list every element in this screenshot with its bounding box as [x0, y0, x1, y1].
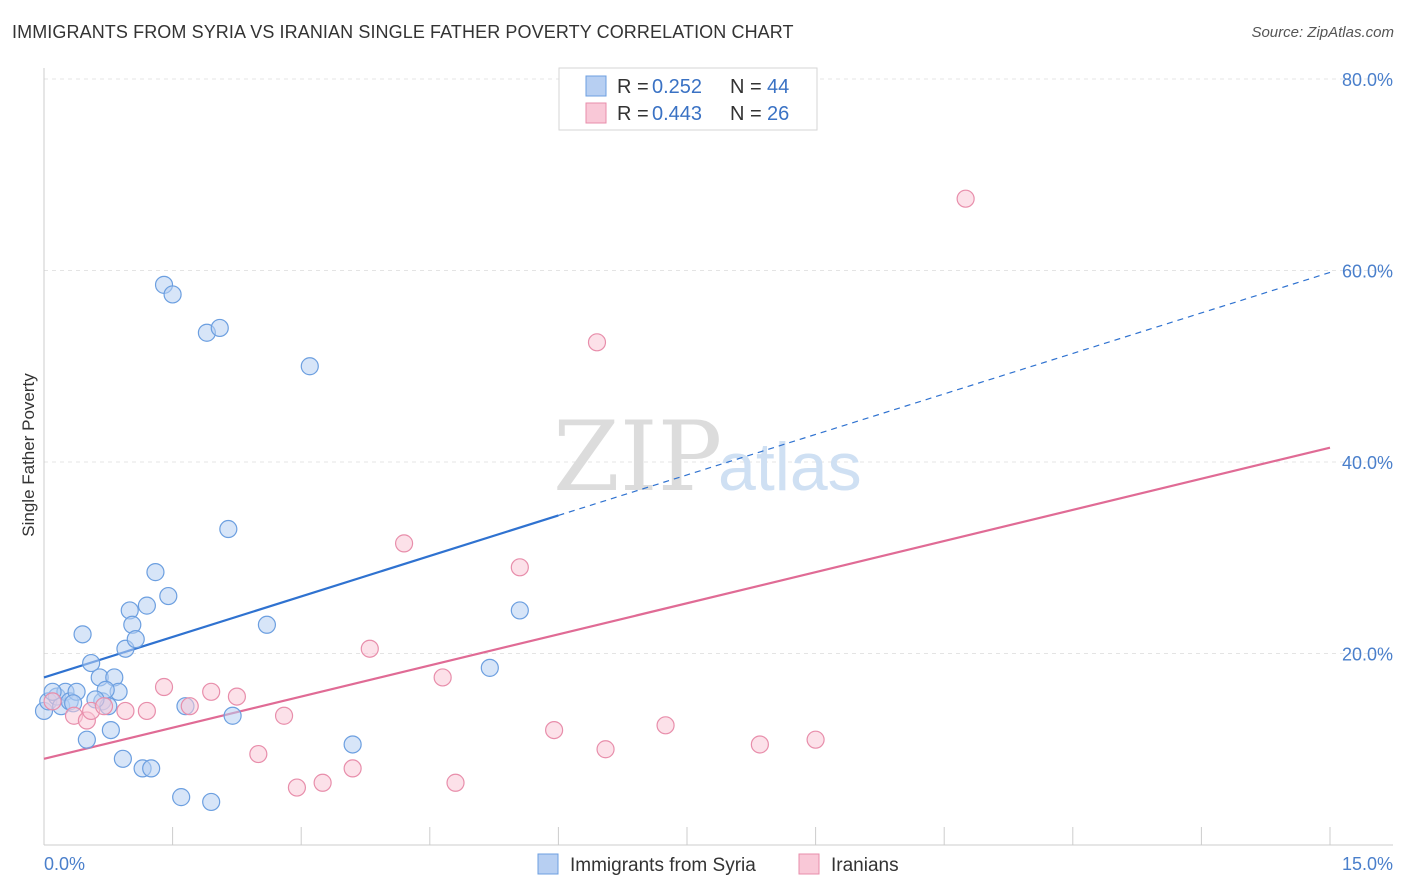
- legend-r-value-syria: 0.252: [652, 76, 702, 98]
- point-iranians: [137, 701, 156, 721]
- source-label: Source: ZipAtlas.com: [1251, 24, 1394, 41]
- point-iranians: [274, 706, 294, 725]
- y-tick-label: 20.0%: [1342, 645, 1393, 665]
- point-syria: [126, 630, 145, 649]
- point-syria: [146, 563, 165, 582]
- point-iranians: [446, 773, 465, 792]
- point-syria: [113, 749, 132, 768]
- y-tick-label: 80.0%: [1342, 70, 1393, 90]
- legend-r-label-iranians: R =: [617, 103, 649, 125]
- point-syria: [219, 519, 238, 539]
- y-tick-label: 60.0%: [1342, 262, 1393, 282]
- legend-r-label-syria: R =: [617, 76, 649, 98]
- point-syria: [510, 601, 529, 620]
- point-iranians: [43, 692, 62, 711]
- x-tick-min: 0.0%: [44, 854, 85, 874]
- point-iranians: [587, 333, 607, 352]
- point-iranians: [510, 558, 529, 577]
- point-iranians: [596, 740, 615, 759]
- legend-n-value-iranians: 26: [767, 103, 789, 125]
- trend-line-iranians: [43, 446, 1331, 760]
- legend-swatch-syria: [585, 75, 607, 97]
- watermark-atlas: atlas: [718, 429, 862, 505]
- point-syria: [343, 735, 362, 754]
- watermark-zip: ZIP: [553, 401, 722, 513]
- point-iranians: [180, 697, 199, 716]
- point-syria: [137, 596, 156, 615]
- trend-line-syria-extension: [558, 271, 1331, 517]
- point-syria: [73, 625, 92, 644]
- point-iranians: [116, 701, 135, 721]
- bottom-legend-swatch-syria: [537, 853, 559, 875]
- point-syria: [172, 788, 191, 807]
- point-iranians: [202, 682, 221, 701]
- legend-n-label-iranians: N =: [730, 103, 762, 125]
- point-syria: [159, 586, 178, 606]
- series-iranians: [43, 189, 975, 797]
- point-iranians: [394, 534, 414, 553]
- point-syria: [257, 615, 277, 634]
- point-iranians: [343, 759, 362, 778]
- y-axis-title: Single Father Poverty: [19, 373, 38, 537]
- y-tick-label: 40.0%: [1342, 453, 1393, 473]
- point-iranians: [154, 677, 174, 697]
- trend-lines: [43, 271, 1331, 760]
- point-iranians: [545, 720, 564, 740]
- point-syria: [163, 285, 182, 304]
- point-iranians: [956, 189, 975, 208]
- point-iranians: [806, 730, 825, 749]
- point-iranians: [313, 773, 332, 792]
- grid: [44, 78, 1393, 654]
- watermark: ZIP atlas: [553, 401, 862, 513]
- point-iranians: [750, 735, 769, 754]
- x-tick-max: 15.0%: [1342, 854, 1393, 874]
- legend-n-label-syria: N =: [730, 76, 762, 98]
- point-iranians: [360, 639, 379, 658]
- legend: R = 0.252 N = 44 R = 0.443 N = 26: [558, 67, 818, 131]
- legend-n-value-syria: 44: [767, 76, 789, 98]
- point-syria: [101, 720, 120, 740]
- y-tick-labels: 20.0% 40.0% 60.0% 80.0%: [1342, 70, 1393, 665]
- legend-r-value-iranians: 0.443: [652, 103, 702, 125]
- point-syria: [300, 357, 319, 376]
- point-iranians: [433, 668, 452, 687]
- chart-title: IMMIGRANTS FROM SYRIA VS IRANIAN SINGLE …: [12, 22, 794, 42]
- bottom-legend-label-iranians: Iranians: [831, 855, 899, 876]
- point-iranians: [94, 697, 114, 716]
- point-syria: [480, 658, 499, 677]
- bottom-legend-label-syria: Immigrants from Syria: [570, 855, 756, 876]
- bottom-legend: Immigrants from Syria Iranians: [537, 853, 899, 876]
- point-iranians: [287, 778, 307, 797]
- point-iranians: [227, 687, 246, 706]
- point-iranians: [249, 744, 268, 764]
- point-syria: [142, 759, 161, 778]
- point-syria: [82, 653, 101, 673]
- point-syria: [202, 792, 221, 812]
- point-syria: [77, 730, 96, 749]
- series-immigrants-from-syria: [34, 275, 529, 812]
- point-iranians: [656, 716, 675, 735]
- point-syria: [210, 318, 229, 338]
- bottom-legend-swatch-iranians: [798, 853, 820, 875]
- point-syria: [223, 706, 242, 725]
- legend-swatch-iranians: [585, 102, 607, 124]
